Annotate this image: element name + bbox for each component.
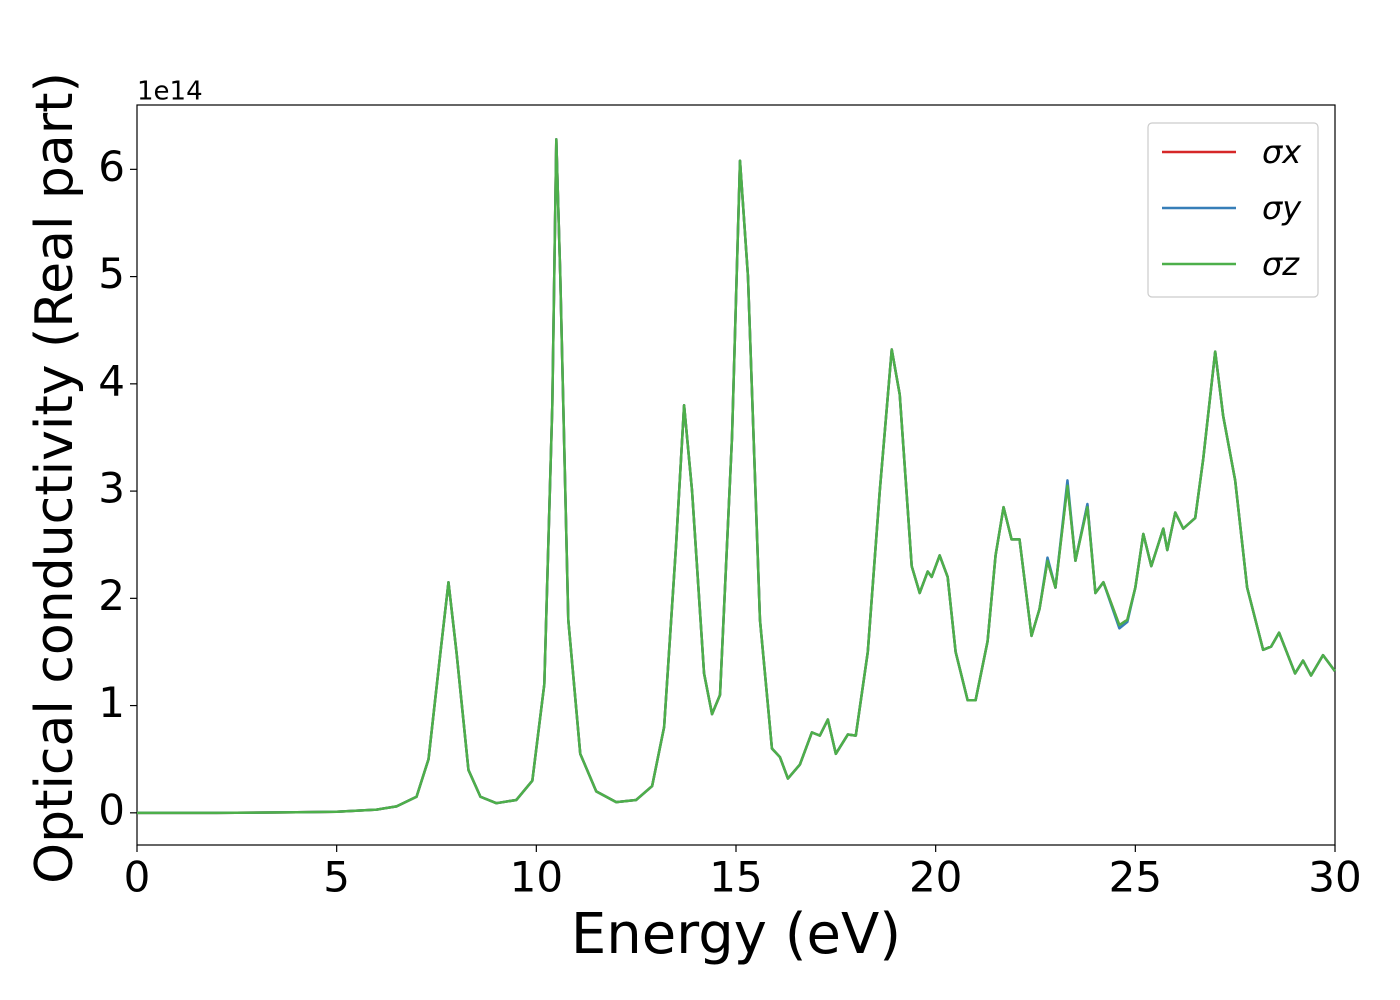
legend-label: σz [1262, 245, 1300, 283]
y-tick-label: 4 [98, 356, 125, 405]
y-tick-label: 3 [98, 464, 125, 513]
y-tick-label: 5 [98, 249, 125, 298]
y-tick-label: 1 [98, 678, 125, 727]
y-tick-label: 6 [98, 142, 125, 191]
x-tick-label: 0 [124, 853, 151, 902]
x-tick-label: 20 [909, 853, 962, 902]
x-tick-label: 25 [1109, 853, 1162, 902]
legend-label: σx [1262, 133, 1302, 171]
x-tick-label: 5 [323, 853, 350, 902]
legend-label: σy [1262, 189, 1302, 227]
y-tick-label: 2 [98, 571, 125, 620]
y-offset-label: 1e14 [137, 77, 203, 107]
x-tick-label: 15 [709, 853, 762, 902]
legend-box [1147, 122, 1319, 298]
series-line [137, 138, 1337, 815]
y-tick-label: 0 [98, 785, 125, 834]
x-axis-label: Energy (eV) [571, 902, 901, 967]
y-axis-label: Optical conductivity (Real part) [25, 72, 85, 884]
x-tick-label: 10 [510, 853, 563, 902]
x-tick-label: 30 [1308, 853, 1361, 902]
